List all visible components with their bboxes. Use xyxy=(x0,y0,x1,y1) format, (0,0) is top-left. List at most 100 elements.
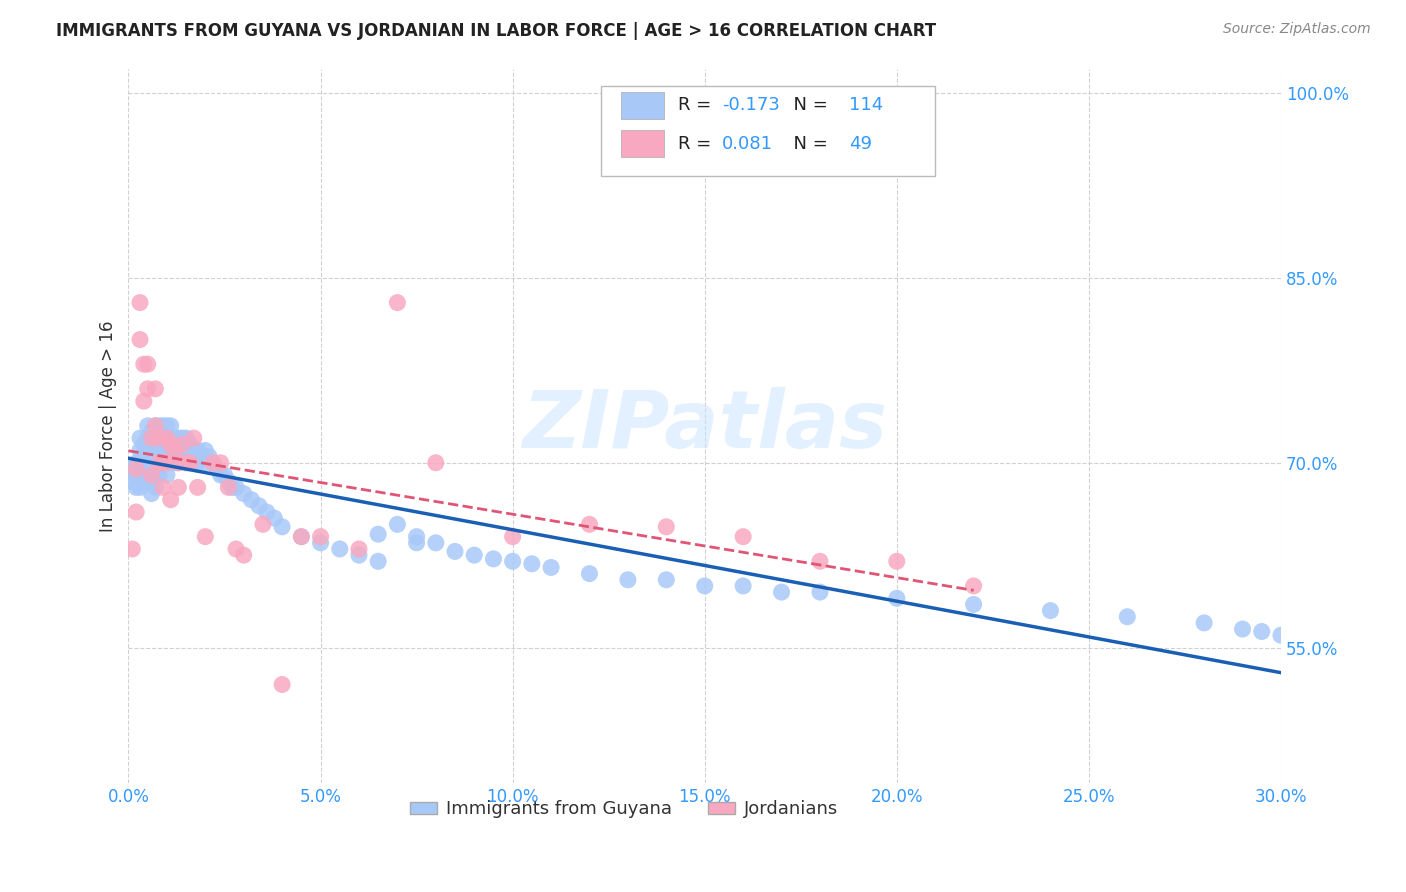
Point xyxy=(143,456,166,470)
Point xyxy=(152,431,174,445)
Point xyxy=(141,462,163,476)
Point xyxy=(808,585,831,599)
Point xyxy=(163,443,186,458)
Point xyxy=(540,560,562,574)
Point xyxy=(136,431,159,445)
Point xyxy=(252,517,274,532)
Point xyxy=(309,536,332,550)
Point xyxy=(159,437,181,451)
Point xyxy=(179,437,201,451)
Point xyxy=(183,443,205,458)
Point xyxy=(1250,624,1272,639)
Point xyxy=(183,431,205,445)
Point xyxy=(205,462,228,476)
Point xyxy=(1192,615,1215,630)
Point xyxy=(143,468,166,483)
Point xyxy=(136,443,159,458)
Point xyxy=(141,425,163,439)
Text: R =: R = xyxy=(678,135,717,153)
Point xyxy=(148,443,170,458)
Point xyxy=(172,431,194,445)
Point xyxy=(520,557,543,571)
Point xyxy=(148,431,170,445)
Text: -0.173: -0.173 xyxy=(723,96,780,114)
Point xyxy=(129,333,152,347)
Point xyxy=(125,462,148,476)
Point xyxy=(136,357,159,371)
Point xyxy=(136,456,159,470)
Point xyxy=(271,520,294,534)
Point xyxy=(693,579,716,593)
Point xyxy=(143,418,166,433)
Point xyxy=(167,456,190,470)
Point xyxy=(183,456,205,470)
Point xyxy=(148,456,170,470)
Point xyxy=(167,456,190,470)
Point xyxy=(502,554,524,568)
Point xyxy=(143,382,166,396)
Point xyxy=(136,382,159,396)
Point xyxy=(405,530,427,544)
Point xyxy=(733,579,755,593)
Point xyxy=(179,450,201,464)
Text: ZIPatlas: ZIPatlas xyxy=(522,387,887,465)
Point xyxy=(156,431,179,445)
Point xyxy=(167,431,190,445)
Point xyxy=(132,357,155,371)
Point xyxy=(163,443,186,458)
Point xyxy=(232,486,254,500)
Point xyxy=(156,431,179,445)
Point xyxy=(290,530,312,544)
Point xyxy=(152,456,174,470)
Point xyxy=(121,474,143,488)
Point xyxy=(167,443,190,458)
Point xyxy=(1232,622,1254,636)
Point xyxy=(655,520,678,534)
Point xyxy=(425,536,447,550)
Point xyxy=(172,437,194,451)
Point xyxy=(232,548,254,562)
Point xyxy=(263,511,285,525)
Point xyxy=(198,450,221,464)
Point xyxy=(156,443,179,458)
Text: R =: R = xyxy=(678,96,717,114)
Point xyxy=(163,456,186,470)
Point xyxy=(886,591,908,606)
Text: 114: 114 xyxy=(849,96,883,114)
Point xyxy=(1270,628,1292,642)
Point xyxy=(387,517,409,532)
Point xyxy=(962,579,984,593)
Point xyxy=(194,530,217,544)
Point xyxy=(141,468,163,483)
Point xyxy=(143,443,166,458)
Point xyxy=(367,554,389,568)
Point xyxy=(148,431,170,445)
Point xyxy=(201,456,224,470)
Point xyxy=(247,499,270,513)
Text: N =: N = xyxy=(782,96,834,114)
Point xyxy=(187,480,209,494)
Point xyxy=(148,456,170,470)
Point xyxy=(141,450,163,464)
Point xyxy=(502,530,524,544)
Point xyxy=(209,456,232,470)
Point xyxy=(156,468,179,483)
Text: IMMIGRANTS FROM GUYANA VS JORDANIAN IN LABOR FORCE | AGE > 16 CORRELATION CHART: IMMIGRANTS FROM GUYANA VS JORDANIAN IN L… xyxy=(56,22,936,40)
Point xyxy=(125,505,148,519)
Point xyxy=(309,530,332,544)
Point xyxy=(387,295,409,310)
Point xyxy=(367,527,389,541)
Point xyxy=(159,443,181,458)
Point xyxy=(174,443,197,458)
Point xyxy=(655,573,678,587)
Point xyxy=(174,431,197,445)
Point xyxy=(190,450,212,464)
Point xyxy=(221,480,243,494)
Point xyxy=(148,418,170,433)
Point xyxy=(187,443,209,458)
Point xyxy=(143,418,166,433)
Text: 0.081: 0.081 xyxy=(723,135,773,153)
Point xyxy=(1039,604,1062,618)
Point xyxy=(617,573,640,587)
Point xyxy=(290,530,312,544)
